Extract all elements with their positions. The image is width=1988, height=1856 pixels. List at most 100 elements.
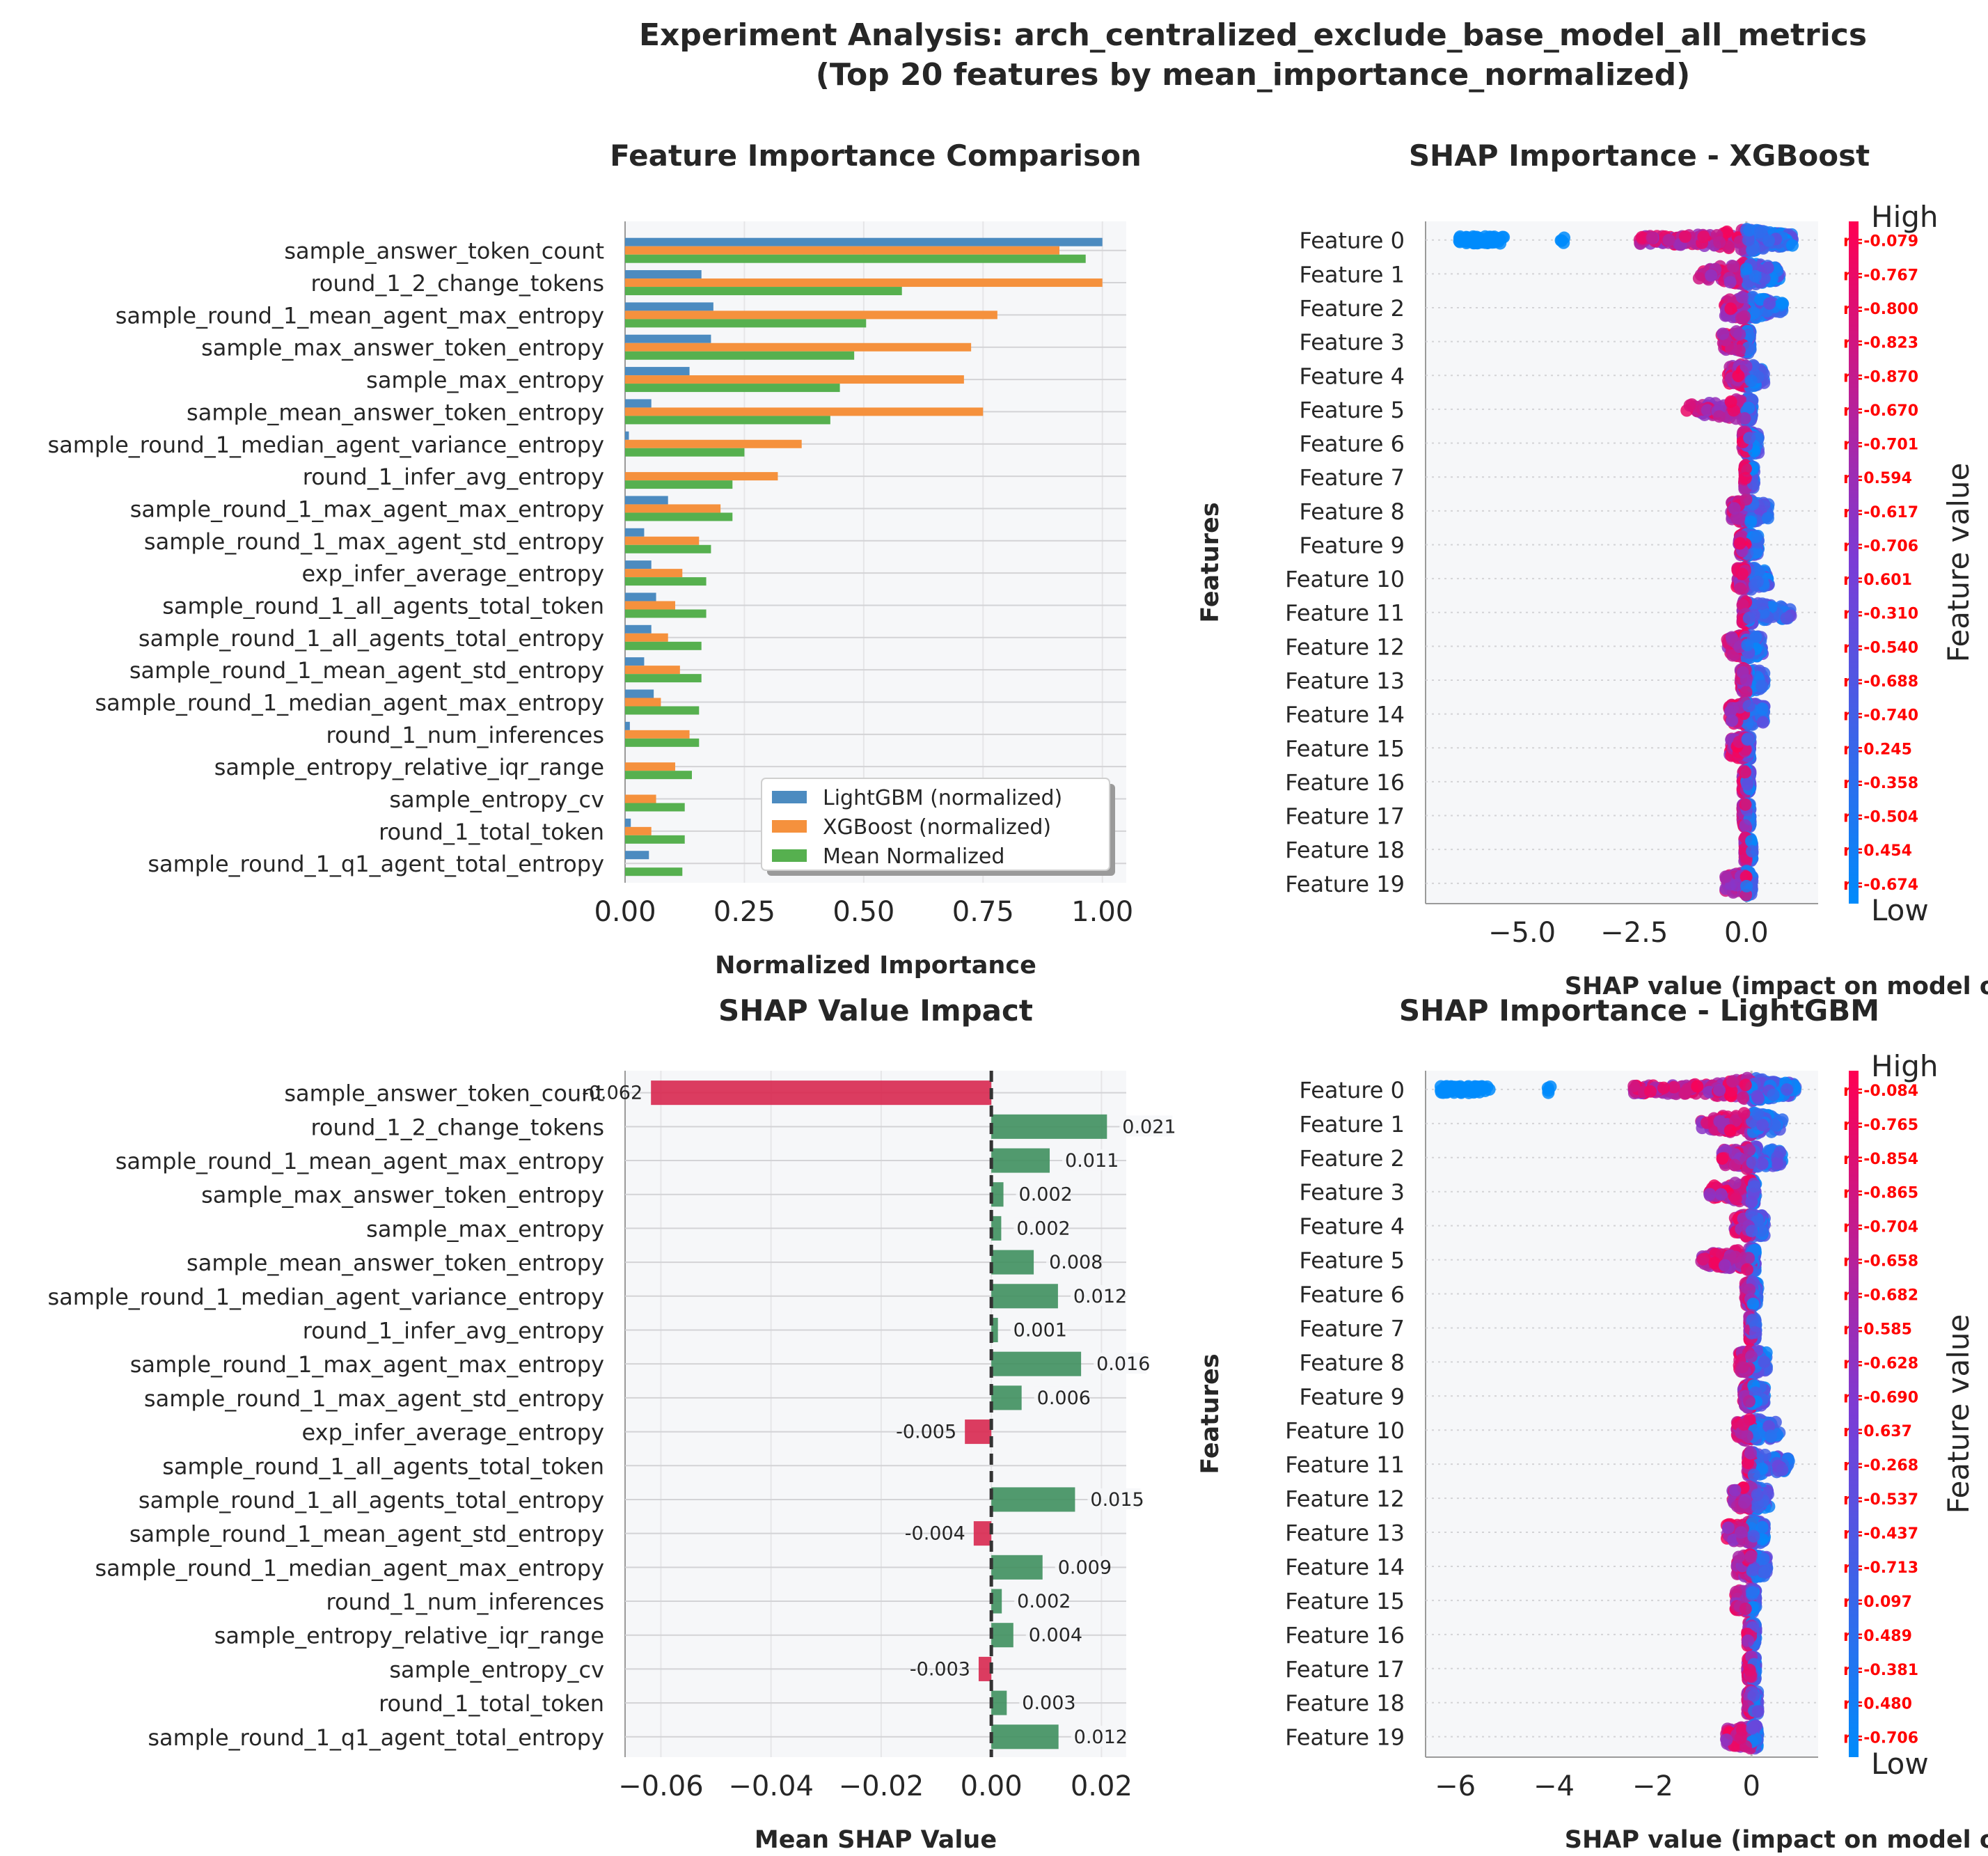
shap-point	[1719, 870, 1733, 883]
shap-point	[1781, 1083, 1794, 1096]
shap-point	[1627, 1079, 1641, 1092]
y-tick-label: sample_round_1_all_agents_total_token	[162, 1453, 604, 1479]
bar-lightgbm	[625, 302, 713, 311]
bar-negative	[965, 1419, 992, 1445]
feature-label: Feature 0	[1300, 1077, 1405, 1103]
value-label: 0.012	[1074, 1727, 1128, 1748]
shap-point	[1733, 582, 1746, 595]
shap-point	[1497, 230, 1510, 244]
value-label: 0.009	[1058, 1557, 1112, 1578]
plot-area	[1426, 221, 1818, 904]
shap-point	[1727, 260, 1740, 273]
shap-point	[1737, 1107, 1751, 1120]
bar-mean	[625, 319, 867, 328]
feature-label: Feature 10	[1285, 566, 1405, 592]
y-tick-label: round_1_total_token	[379, 1690, 604, 1717]
bar-xgboost	[625, 407, 984, 416]
bar-mean	[625, 512, 733, 521]
x-tick-label: −0.06	[618, 1770, 704, 1802]
y-tick-label: sample_mean_answer_token_entropy	[187, 399, 604, 425]
feature-label: Feature 5	[1300, 1248, 1405, 1274]
chart-title: Feature Importance Comparison	[610, 139, 1142, 173]
bar-positive	[991, 1623, 1013, 1648]
shap-point	[1741, 733, 1754, 746]
colorbar	[1849, 221, 1859, 904]
bar-lightgbm	[625, 851, 649, 860]
chart-title: SHAP Importance - LightGBM	[1399, 993, 1879, 1028]
value-label: -0.005	[896, 1422, 956, 1443]
bar-mean	[625, 351, 855, 360]
x-tick-label: 0.00	[594, 896, 656, 928]
shap-point	[1756, 679, 1769, 693]
shap-point	[1739, 798, 1752, 811]
feature-label: Feature 8	[1300, 498, 1405, 525]
y-tick-label: sample_mean_answer_token_entropy	[187, 1250, 604, 1276]
shap-point	[1728, 1177, 1742, 1190]
bar-mean	[625, 674, 702, 683]
legend-box	[761, 778, 1110, 871]
y-tick-label: sample_round_1_max_agent_std_entropy	[144, 528, 604, 555]
bar-mean	[625, 835, 685, 844]
bar-positive	[991, 1690, 1007, 1715]
feature-label: Feature 12	[1285, 634, 1405, 660]
shap-point	[1739, 471, 1752, 485]
value-label: 0.003	[1022, 1692, 1075, 1714]
x-tick-label: −0.02	[839, 1770, 924, 1802]
bar-positive	[991, 1351, 1082, 1376]
shap-point	[1712, 410, 1726, 423]
shap-point	[1657, 1081, 1671, 1094]
shap-point	[1662, 233, 1675, 246]
x-tick-label: 0.75	[952, 896, 1014, 928]
shap-point	[1725, 1084, 1738, 1097]
value-label: 0.011	[1065, 1150, 1119, 1172]
feature-label: Feature 4	[1300, 363, 1405, 389]
y-tick-label: sample_round_1_mean_agent_std_entropy	[129, 1521, 604, 1548]
y-tick-label: round_1_infer_avg_entropy	[303, 1317, 604, 1344]
value-label: 0.002	[1019, 1184, 1073, 1206]
shap-point	[1746, 1156, 1759, 1170]
x-axis-label: SHAP value (impact on model output)	[1565, 973, 1988, 1000]
shap-point	[1544, 1080, 1557, 1093]
shap-point	[1458, 1083, 1472, 1096]
shap-point	[1732, 369, 1745, 382]
bar-xgboost	[625, 310, 997, 320]
shap-point	[1740, 1263, 1753, 1276]
shap-point	[1736, 1091, 1749, 1104]
legend-swatch	[772, 791, 807, 803]
shap-point	[1752, 565, 1765, 579]
shap-point	[1774, 1146, 1787, 1159]
y-tick-label: sample_entropy_relative_iqr_range	[214, 1623, 604, 1649]
legend-label: XGBoost (normalized)	[823, 815, 1051, 840]
shap-point	[1726, 714, 1739, 728]
shap-point	[1740, 360, 1753, 373]
bar-positive	[991, 1250, 1034, 1275]
shap-point	[1762, 234, 1776, 247]
feature-label: Feature 13	[1285, 668, 1405, 694]
chart-title: SHAP Value Impact	[718, 993, 1033, 1028]
bar-mean	[625, 287, 902, 296]
shap-point	[1683, 399, 1696, 412]
y-tick-label: sample_round_1_max_agent_max_entropy	[130, 496, 604, 522]
bar-negative	[973, 1521, 992, 1546]
shap-point	[1756, 716, 1769, 729]
feature-label: Feature 5	[1300, 397, 1405, 423]
bar-lightgbm	[625, 496, 668, 505]
shap-point	[1474, 236, 1487, 249]
feature-label: Feature 3	[1300, 1179, 1405, 1206]
shap-point	[1741, 638, 1754, 652]
feature-label: Feature 1	[1300, 261, 1405, 288]
shap-point	[1742, 611, 1756, 624]
bar-mean	[625, 480, 733, 489]
colorbar-axis-label: Feature value	[1941, 463, 1975, 663]
shap-point	[1738, 411, 1751, 425]
x-axis-label: Normalized Importance	[715, 952, 1036, 980]
shap-point	[1730, 512, 1743, 525]
value-label-bg	[1034, 1386, 1087, 1408]
value-label: 0.004	[1029, 1625, 1082, 1646]
value-label: 0.021	[1122, 1116, 1176, 1138]
value-label-bg	[1014, 1590, 1068, 1612]
shap-point	[1716, 327, 1729, 340]
value-label-bg	[1019, 1692, 1073, 1713]
